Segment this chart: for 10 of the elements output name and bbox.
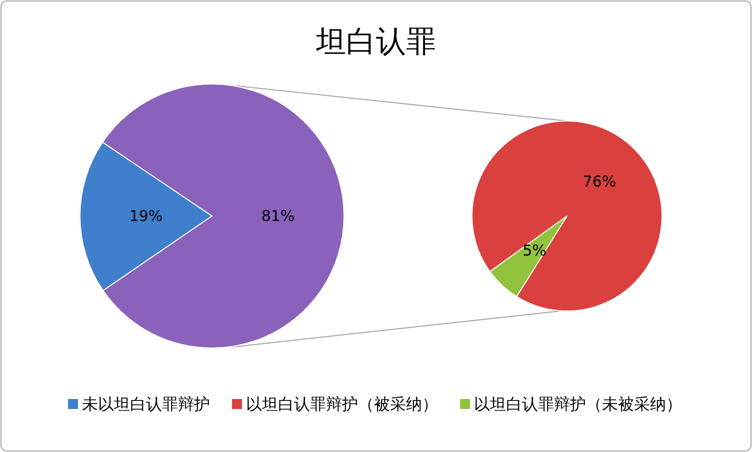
data-label: 19% (129, 207, 163, 226)
chart-title: 坦白认罪 (315, 24, 436, 60)
pie-slice (472, 120, 662, 312)
legend-label: 未以坦白认罪辩护 (82, 394, 210, 414)
data-label: 81% (261, 206, 295, 225)
legend-label: 以坦白认罪辩护（被采纳） (246, 394, 438, 414)
pie-slice (489, 216, 568, 298)
legend-label: 以坦白认罪辩护（未被采纳） (474, 394, 682, 414)
data-label: 5% (522, 242, 546, 260)
data-label: 76% (582, 172, 616, 190)
